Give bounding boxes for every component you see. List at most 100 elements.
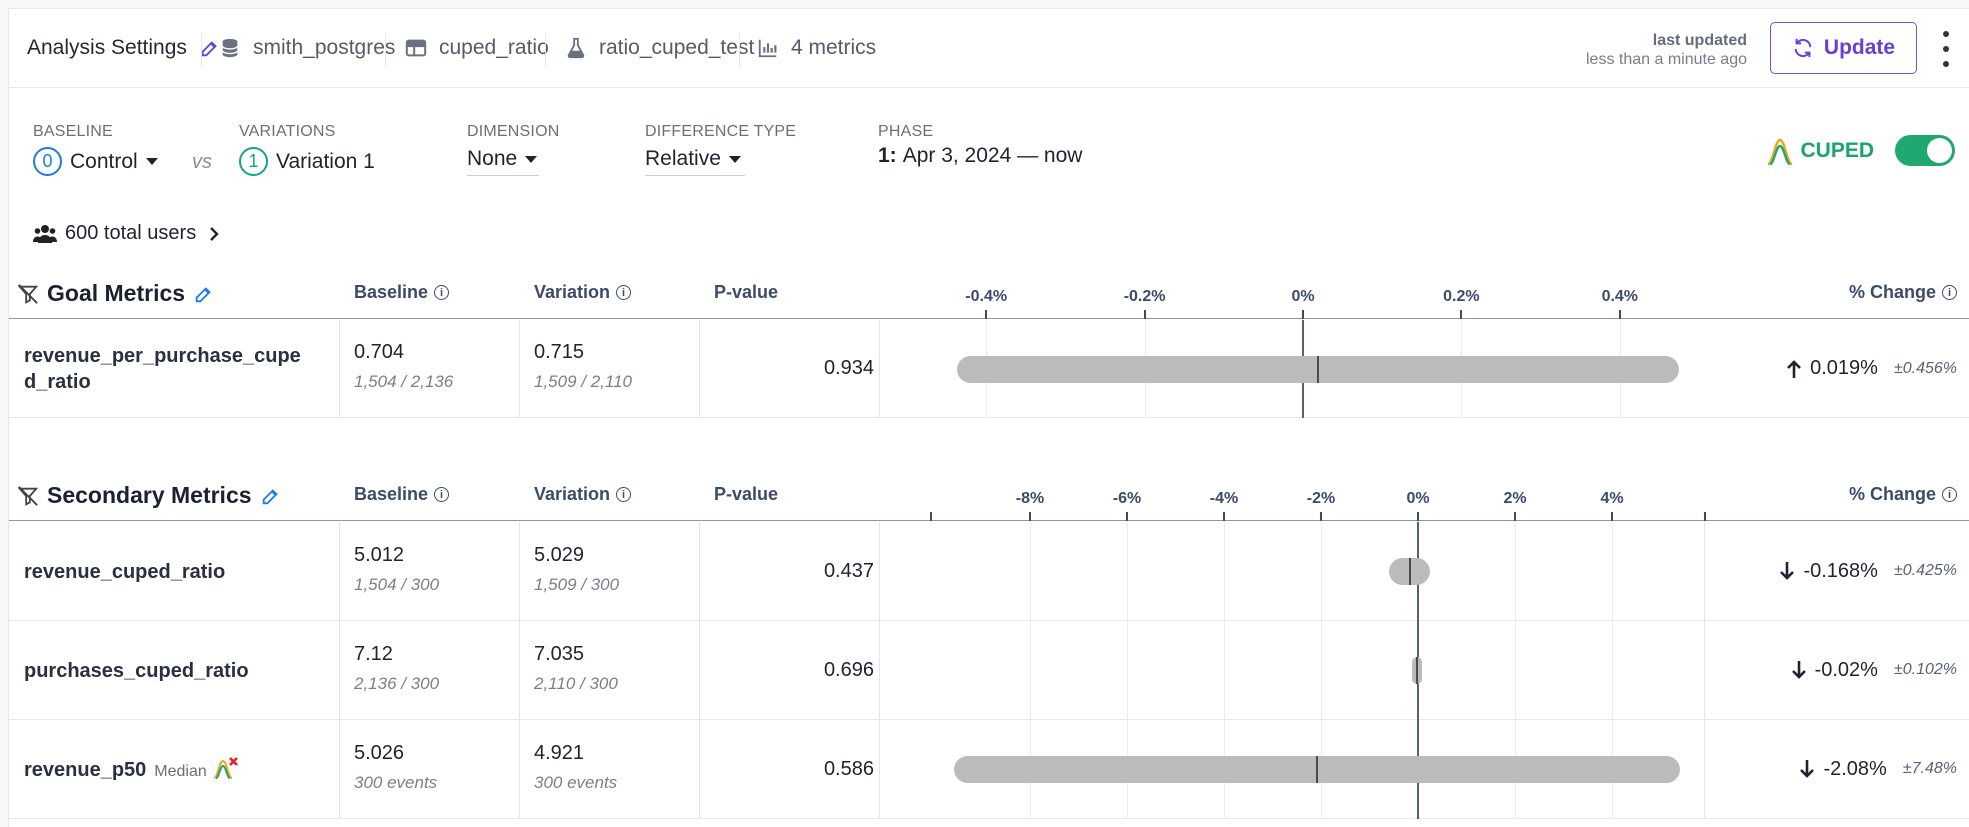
arrow-down-icon <box>1791 661 1806 679</box>
cell-divider <box>879 621 880 720</box>
users-icon <box>33 224 57 243</box>
edit-icon[interactable] <box>260 485 282 507</box>
axis-tick-label: 0.2% <box>1443 288 1480 305</box>
variation-denominator: 1,509 / 300 <box>534 574 620 594</box>
bar-chart-icon <box>758 39 777 58</box>
baseline-column-label: Baseline <box>354 282 429 302</box>
pvalue-column-header: P-value <box>714 282 779 302</box>
cell-divider <box>1704 720 1705 819</box>
fact-table-link[interactable]: cuped_ratio <box>405 36 549 60</box>
filter-off-icon[interactable] <box>17 485 39 507</box>
goal-metrics-header: Goal Metrics Baseline i Variation i P-valu… <box>9 274 1969 319</box>
grid-line <box>1127 522 1128 621</box>
variation-denominator: 2,110 / 300 <box>534 673 618 693</box>
axis-tick-label: -8% <box>1015 490 1045 507</box>
info-icon[interactable]: i <box>1942 285 1957 300</box>
difference-type-select[interactable]: Relative <box>645 147 745 176</box>
info-icon[interactable]: i <box>616 285 632 300</box>
table-icon <box>405 39 427 57</box>
difference-type-label: Difference Type <box>645 123 797 140</box>
percent-change: -0.02% ±0.102% <box>1791 659 1957 682</box>
cuped-label: CUPED <box>1800 139 1874 162</box>
metrics-count-link[interactable]: 4 metrics <box>757 36 876 60</box>
flask-icon <box>567 37 585 59</box>
baseline-denominator: 2,136 / 300 <box>354 673 440 693</box>
edit-icon[interactable] <box>193 283 215 305</box>
metric-name[interactable]: revenue_cuped_ratio <box>24 559 225 585</box>
percent-change-value: -0.02% <box>1814 658 1878 681</box>
table-row[interactable]: purchases_cuped_ratio 7.12 2,136 / 300 7.03… <box>9 621 1969 720</box>
chevron-down-icon <box>525 155 538 163</box>
analysis-settings-link[interactable]: Analysis Settings <box>27 36 221 60</box>
cell-divider <box>519 522 520 621</box>
info-icon[interactable]: i <box>616 487 632 502</box>
info-icon[interactable]: i <box>1942 487 1957 502</box>
axis-tick-mark <box>1223 512 1225 521</box>
chevron-down-icon <box>145 158 158 165</box>
last-updated: last updated less than a minute ago <box>1586 31 1747 69</box>
divider <box>201 33 202 67</box>
axis-edge-mark <box>930 512 932 521</box>
baseline-denominator: 1,504 / 2,136 <box>354 372 454 391</box>
table-row[interactable]: revenue_p50 Median 5.026 300 events 4.921 300… <box>9 720 1969 819</box>
metric-name-line: d_ratio <box>24 371 91 393</box>
axis-tick-mark <box>1126 512 1128 521</box>
variation-value: 5.029 <box>534 543 585 566</box>
edit-icon <box>201 41 217 57</box>
phase-value: Apr 3, 2024 — now <box>902 144 1083 167</box>
update-button[interactable]: Update <box>1770 22 1917 74</box>
change-column-label: % Change <box>1848 484 1936 504</box>
table-row[interactable]: revenue_cuped_ratio 5.012 1,504 / 300 5.029… <box>9 522 1969 621</box>
filter-off-icon[interactable] <box>17 283 39 305</box>
p-value: 0.586 <box>823 757 874 780</box>
cell-divider <box>339 720 340 819</box>
metric-name[interactable]: revenue_p50 Median <box>24 756 239 785</box>
phase-select[interactable]: 1: Apr 3, 2024 — now <box>878 144 1082 168</box>
more-options-icon[interactable] <box>1941 31 1951 67</box>
percent-change: 0.019% ±0.456% <box>1786 357 1957 380</box>
datasource-label: smith_postgres <box>253 36 396 59</box>
variation-value: 7.035 <box>534 642 585 665</box>
grid-line <box>1224 621 1225 720</box>
secondary-metrics-label: Secondary Metrics <box>47 482 252 508</box>
change-column-header: % Change i <box>1849 484 1957 505</box>
baseline-select[interactable]: 0 Control <box>33 147 158 176</box>
percent-change: -0.168% ±0.425% <box>1779 560 1957 583</box>
analysis-settings-label: Analysis Settings <box>27 36 187 59</box>
total-users-link[interactable]: 600 total users <box>33 222 220 245</box>
metrics-count-label: 4 metrics <box>791 36 877 59</box>
axis-tick-label: 0.4% <box>1601 288 1639 305</box>
experiment-link[interactable]: ratio_cuped_test <box>565 36 754 60</box>
chevron-right-icon <box>210 226 219 241</box>
cell-divider <box>519 720 520 819</box>
cell-divider <box>519 320 520 418</box>
cell-divider <box>699 720 700 819</box>
arrow-up-icon <box>1787 359 1802 378</box>
refresh-icon <box>1794 38 1812 58</box>
axis-tick-label: 0% <box>1406 490 1430 507</box>
analysis-toolbar: Analysis Settings smith_postgres cuped_r… <box>9 9 1969 88</box>
point-estimate-mark <box>1317 355 1320 383</box>
datasource-link[interactable]: smith_postgres <box>219 36 395 60</box>
cuped-indicator: CUPED <box>1766 136 1874 166</box>
info-icon[interactable]: i <box>434 487 450 502</box>
cell-divider <box>1704 621 1705 720</box>
axis-tick-mark <box>1417 512 1419 521</box>
metric-name[interactable]: purchases_cuped_ratio <box>24 658 249 684</box>
axis-tick-mark <box>1143 310 1146 319</box>
goal-metrics-title: Goal Metrics <box>17 280 215 307</box>
dimension-value: None <box>467 147 518 170</box>
variation-column-label: Variation <box>534 484 611 504</box>
variation-select[interactable]: 1 Variation 1 <box>239 147 375 176</box>
variation-value: 4.921 <box>534 741 585 764</box>
variation-column-label: Variation <box>534 282 611 302</box>
dimension-select[interactable]: None <box>467 147 539 176</box>
cuped-icon <box>1767 138 1794 166</box>
axis-tick-mark <box>1618 310 1621 319</box>
axis-tick-label: 4% <box>1600 490 1624 507</box>
table-row[interactable]: revenue_per_purchase_cupe d_ratio 0.704 1,5… <box>9 320 1969 418</box>
cuped-toggle[interactable] <box>1895 135 1955 166</box>
info-icon[interactable]: i <box>434 285 450 300</box>
metric-name-label: revenue_p50 <box>24 758 147 781</box>
metric-name[interactable]: revenue_per_purchase_cupe d_ratio <box>24 343 301 395</box>
